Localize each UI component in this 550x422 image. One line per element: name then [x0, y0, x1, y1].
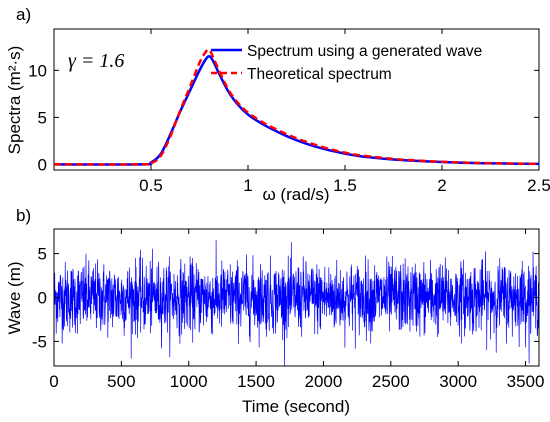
ytick-label: 0 [38, 155, 47, 174]
xtick-label: 2.5 [527, 176, 550, 195]
xtick-label: 3000 [439, 372, 477, 391]
ytick-label: 0 [38, 289, 47, 308]
xtick-label: 2500 [372, 372, 410, 391]
panel-b-series [53, 239, 540, 367]
legend-label-theoretical: Theoretical spectrum [247, 66, 392, 83]
legend: Spectrum using a generated wave Theoreti… [211, 43, 482, 83]
ytick-label: 5 [38, 245, 47, 264]
ytick-label: 5 [38, 108, 47, 127]
panel-a-ylabel: Spectra (m²·s) [5, 46, 24, 155]
xtick-label: 3500 [507, 372, 545, 391]
ytick-label: 10 [28, 61, 47, 80]
xtick-label: 2 [437, 176, 446, 195]
panel-b: b) 0 500 1000 1500 2000 2500 3000 3500 5 0 -5 Time… [5, 206, 544, 416]
series-line-wave [53, 239, 540, 367]
xtick-label: 500 [107, 372, 135, 391]
panel-a-series [53, 48, 540, 166]
xtick-label: 1.5 [333, 176, 357, 195]
panel-b-ylabel: Wave (m) [5, 261, 24, 334]
xtick-label: 1000 [170, 372, 208, 391]
xtick-label: 1500 [237, 372, 275, 391]
gamma-annotation: γ = 1.6 [68, 50, 124, 72]
panel-b-ticks: 0 500 1000 1500 2000 2500 3000 3500 5 0 -5 [32, 229, 545, 391]
xtick-label: 1 [243, 176, 252, 195]
panel-a-plot-area [53, 28, 540, 171]
xtick-label: 0.5 [139, 176, 163, 195]
panel-a-ticks: 0.5 1 1.5 2 2.5 0 5 10 [28, 29, 550, 195]
panel-a-label: a) [16, 5, 31, 24]
panel-a: a) 0.5 1 1.5 2 2.5 0 5 10 γ = 1.6 Spectrum usin… [5, 5, 550, 204]
series-line-theoretical [53, 48, 540, 166]
panel-b-xlabel: Time (second) [242, 397, 350, 416]
xtick-label: 2000 [305, 372, 343, 391]
panel-b-label: b) [16, 206, 31, 225]
legend-label-generated: Spectrum using a generated wave [247, 43, 482, 60]
panel-a-xlabel: ω (rad/s) [262, 185, 329, 204]
xtick-label: 0 [49, 372, 58, 391]
ytick-label: -5 [32, 332, 47, 351]
